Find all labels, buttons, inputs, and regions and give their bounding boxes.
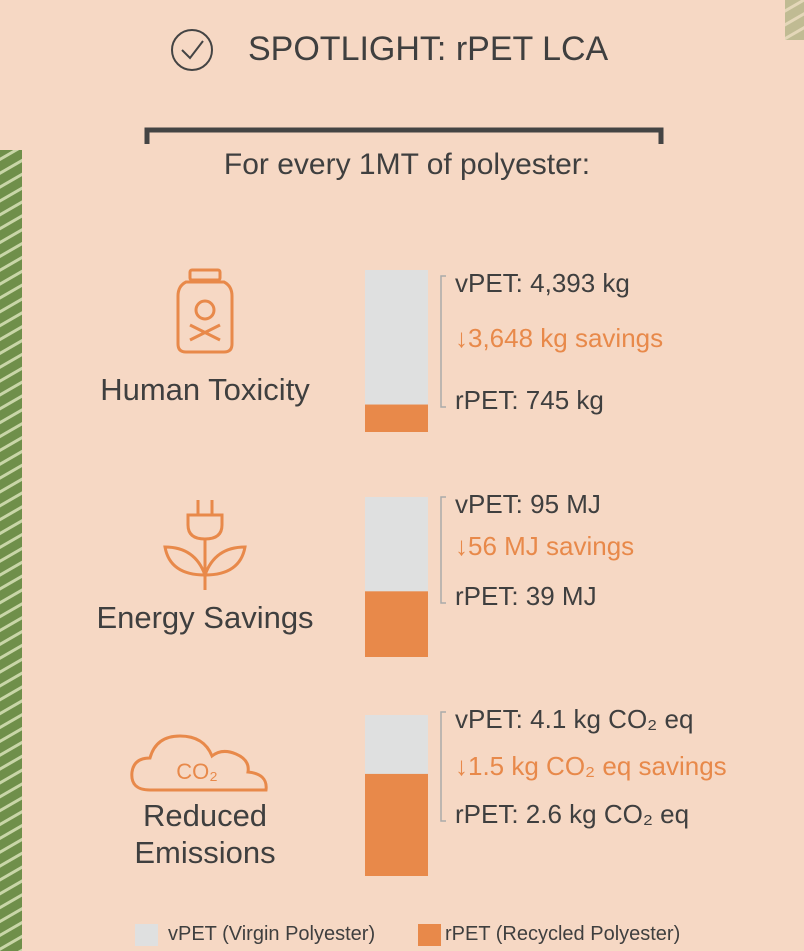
savings-label: ↓1.5 kg CO₂ eq savings (455, 751, 727, 781)
check-icon (171, 29, 213, 71)
category-name: Human Toxicity (100, 372, 310, 407)
vpet-label: vPET: 4.1 kg CO₂ eq (455, 704, 694, 734)
rpet-label: rPET: 2.6 kg CO₂ eq (455, 799, 690, 829)
bar-rpet (365, 773, 428, 876)
subtitle: For every 1MT of polyester: (223, 148, 591, 181)
bracket (144, 127, 664, 144)
vpet-label: vPET: 95 MJ (455, 489, 601, 519)
label-bracket (440, 711, 446, 822)
title: SPOTLIGHT: rPET LCA (248, 30, 609, 68)
foliage (0, 150, 22, 951)
rpet-label: rPET: 745 kg (455, 385, 604, 415)
legend-swatch (418, 924, 441, 946)
vpet-label: vPET: 4,393 kg (455, 268, 630, 298)
check-icon (181, 40, 204, 60)
legend-label: vPET (Virgin Polyester) (168, 923, 376, 945)
bar-rpet (365, 591, 428, 657)
savings-label: ↓3,648 kg savings (455, 323, 664, 353)
co2-icon: CO₂ (130, 734, 268, 792)
energy-icon (163, 500, 247, 590)
label-bracket (440, 496, 446, 604)
foliage (785, 0, 804, 40)
savings-label: ↓56 MJ savings (455, 531, 635, 561)
toxic-icon (176, 268, 234, 354)
legend-swatch (135, 924, 158, 946)
svg-text:CO₂: CO₂ (176, 759, 218, 784)
label-bracket (440, 275, 446, 408)
category-name: Energy Savings (96, 600, 314, 635)
legend-label: rPET (Recycled Polyester) (445, 923, 681, 945)
bar-rpet (365, 404, 428, 432)
rpet-label: rPET: 39 MJ (455, 581, 597, 611)
category-name: Reduced Emissions (134, 798, 276, 870)
